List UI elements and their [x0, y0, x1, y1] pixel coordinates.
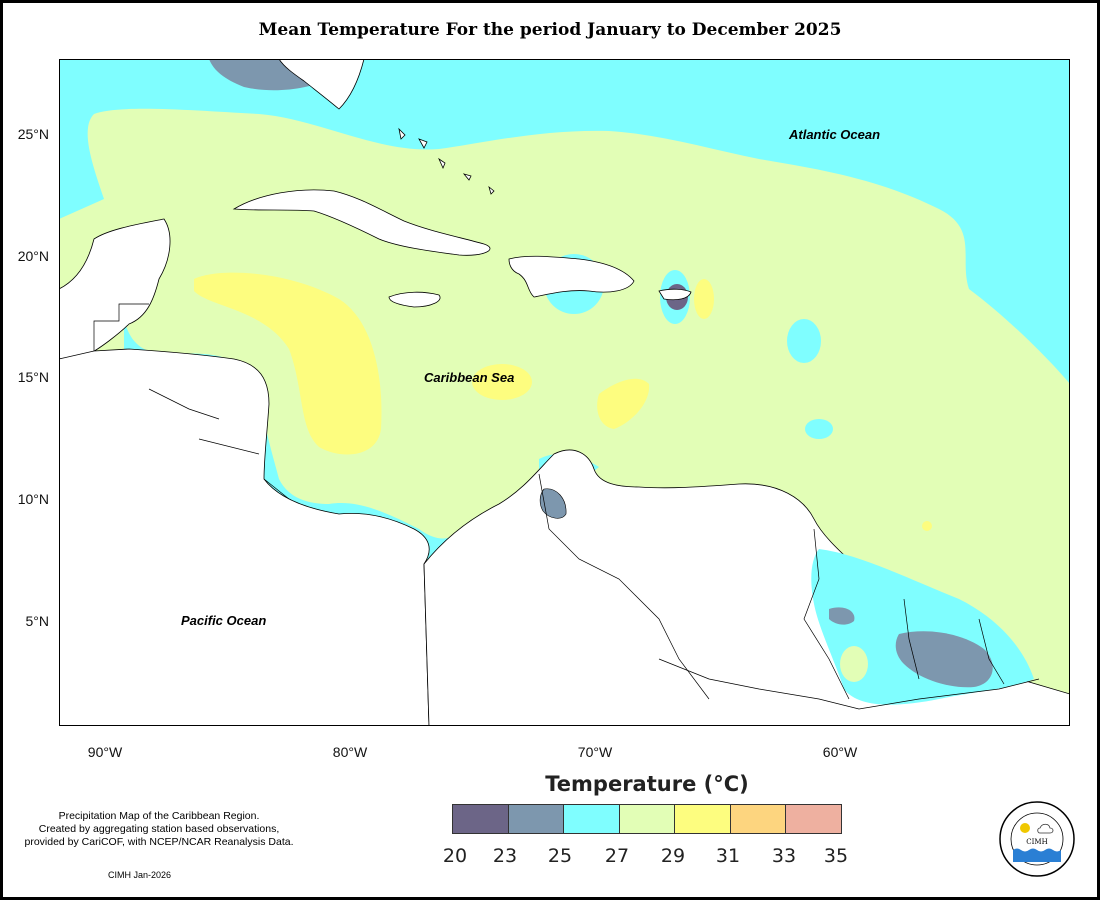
- map-border: [59, 59, 1070, 726]
- cimh-logo: CIMH: [999, 801, 1075, 877]
- lat-label-5n: 5°N: [25, 613, 50, 629]
- legend-title: Temperature (°C): [545, 772, 749, 796]
- water-waves-icon: [1013, 848, 1061, 862]
- legend-tick: 27: [604, 845, 630, 867]
- source-note: Precipitation Map of the Caribbean Regio…: [0, 810, 318, 849]
- legend-swatch: [508, 805, 565, 833]
- lake-maracaibo-blue-zone: [539, 488, 567, 519]
- venezuela-guyana-border: [803, 528, 850, 700]
- cuba-land: [232, 189, 491, 256]
- cloud-icon: [1037, 823, 1054, 834]
- western-caribbean-yellow-zone: [194, 272, 382, 455]
- sun-icon: [1020, 823, 1030, 833]
- source-note-line: Created by aggregating station based obs…: [38, 823, 280, 835]
- borders-layer: [93, 303, 1040, 710]
- florida-land: [278, 59, 365, 110]
- atlantic-ocean-label: Atlantic Ocean: [789, 127, 881, 142]
- temperature-map: [59, 59, 1070, 726]
- lon-label-80w: 80°W: [332, 744, 368, 760]
- source-note-line: provided by CariCOF, with NCEP/NCAR Rean…: [24, 836, 294, 848]
- mexico-guatemala-border: [93, 303, 149, 351]
- atlantic-cyan-zone: [59, 59, 1070, 384]
- logo-text: CIMH: [1026, 838, 1047, 846]
- source-note-line: Precipitation Map of the Caribbean Regio…: [58, 810, 260, 822]
- suriname-guiana-border: [978, 618, 1005, 685]
- legend-swatch: [786, 805, 842, 833]
- legend-swatch: [564, 805, 620, 833]
- guadeloupe-cyan-zone: [787, 319, 821, 363]
- guyana-blue-zone: [829, 607, 855, 625]
- central-america-borders: [148, 388, 290, 500]
- legend-tick: 31: [715, 845, 741, 867]
- virgin-islands-yellow-zone: [694, 279, 714, 319]
- legend-tick: 23: [492, 845, 518, 867]
- legend-tick: 33: [771, 845, 797, 867]
- jamaica-land: [388, 291, 441, 308]
- legend-tick: 35: [823, 845, 849, 867]
- guyana-suriname-border: [903, 598, 920, 680]
- pacific-ocean-label: Pacific Ocean: [181, 613, 267, 628]
- atlantic-yellow-dot: [922, 521, 932, 531]
- map-title: Mean Temperature For the period January …: [258, 20, 842, 40]
- lon-label-90w: 90°W: [87, 744, 123, 760]
- guianas-yellow-zone: [840, 646, 868, 682]
- brazil-border: [658, 658, 1040, 710]
- land-layer: [59, 59, 1070, 726]
- lon-label-60w: 60°W: [822, 744, 858, 760]
- legend-swatch: [730, 805, 787, 833]
- legend-swatch: [453, 805, 509, 833]
- puerto-rico-land: [658, 288, 692, 301]
- lon-label-70w: 70°W: [577, 744, 613, 760]
- lat-label-10n: 10°N: [17, 491, 49, 507]
- central-caribbean-yellow-zone: [472, 364, 532, 400]
- caribbean-sea-label: Caribbean Sea: [424, 370, 515, 385]
- legend-tick: 29: [660, 845, 686, 867]
- legend-tick: 20: [442, 845, 468, 867]
- barbados-cyan-zone: [805, 419, 833, 439]
- yucatan-land: [59, 218, 171, 360]
- southern-caribbean-yellow-zone: [597, 378, 650, 429]
- legend-color-bar: [452, 804, 842, 834]
- bahamas-islands: [398, 127, 495, 195]
- colombia-venezuela-border: [538, 473, 710, 700]
- central-america-land: [59, 348, 430, 726]
- credit-text: CIMH Jan-2026: [108, 870, 172, 880]
- legend-swatch: [619, 805, 676, 833]
- legend-swatch: [675, 805, 731, 833]
- lat-label-15n: 15°N: [17, 369, 49, 385]
- map-panel: [59, 59, 1070, 726]
- lat-label-20n: 20°N: [17, 248, 49, 264]
- lat-label-25n: 25°N: [17, 126, 49, 142]
- legend-tick: 25: [547, 845, 573, 867]
- guianas-blue-zone: [895, 631, 993, 688]
- hispaniola-land: [508, 255, 635, 298]
